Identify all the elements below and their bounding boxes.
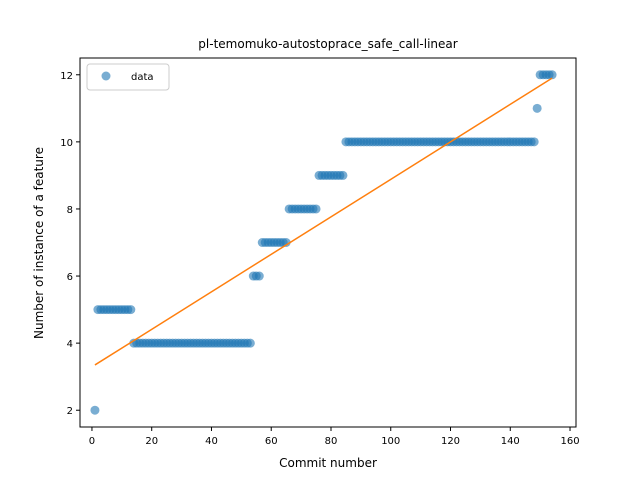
x-tick-label: 0 xyxy=(89,436,95,447)
y-tick-label: 8 xyxy=(67,205,73,216)
x-tick-label: 100 xyxy=(381,436,400,447)
data-point xyxy=(90,405,100,415)
legend-frame xyxy=(86,63,170,91)
data-point xyxy=(311,204,321,214)
y-tick-label: 2 xyxy=(67,406,73,417)
axes-frame xyxy=(79,57,577,428)
data-point xyxy=(532,103,542,113)
fit-line xyxy=(94,77,553,366)
data-point xyxy=(338,170,348,180)
x-tick-label: 80 xyxy=(325,436,338,447)
data-point xyxy=(254,271,264,281)
x-tick-label: 20 xyxy=(145,436,158,447)
legend: data xyxy=(86,63,170,91)
plot-area xyxy=(90,70,557,415)
x-tick-label: 40 xyxy=(205,436,218,447)
data-point xyxy=(529,137,539,147)
axes: 0 20 40 60 80 100 120 140 160 2 4 6 8 10 12 xyxy=(60,57,580,447)
data-point xyxy=(547,70,557,80)
data-point xyxy=(245,338,255,348)
data-point xyxy=(281,238,291,247)
x-tick-label: 60 xyxy=(265,436,278,447)
y-tick-label: 4 xyxy=(67,339,73,350)
data-point xyxy=(126,305,136,315)
x-axis-label: Commit number xyxy=(279,456,377,470)
y-tick-label: 12 xyxy=(60,71,73,82)
legend-label-data: data xyxy=(131,72,154,83)
x-tick-label: 160 xyxy=(560,436,579,447)
x-tick-label: 120 xyxy=(441,436,460,447)
y-axis-label: Number of instance of a feature xyxy=(32,147,46,339)
legend-marker-data xyxy=(101,71,111,81)
y-tick-label: 10 xyxy=(60,138,73,149)
chart-title: pl-temomuko-autostoprace_safe_call-linea… xyxy=(198,37,457,51)
y-tick-label: 6 xyxy=(67,272,73,283)
x-tick-label: 140 xyxy=(501,436,520,447)
